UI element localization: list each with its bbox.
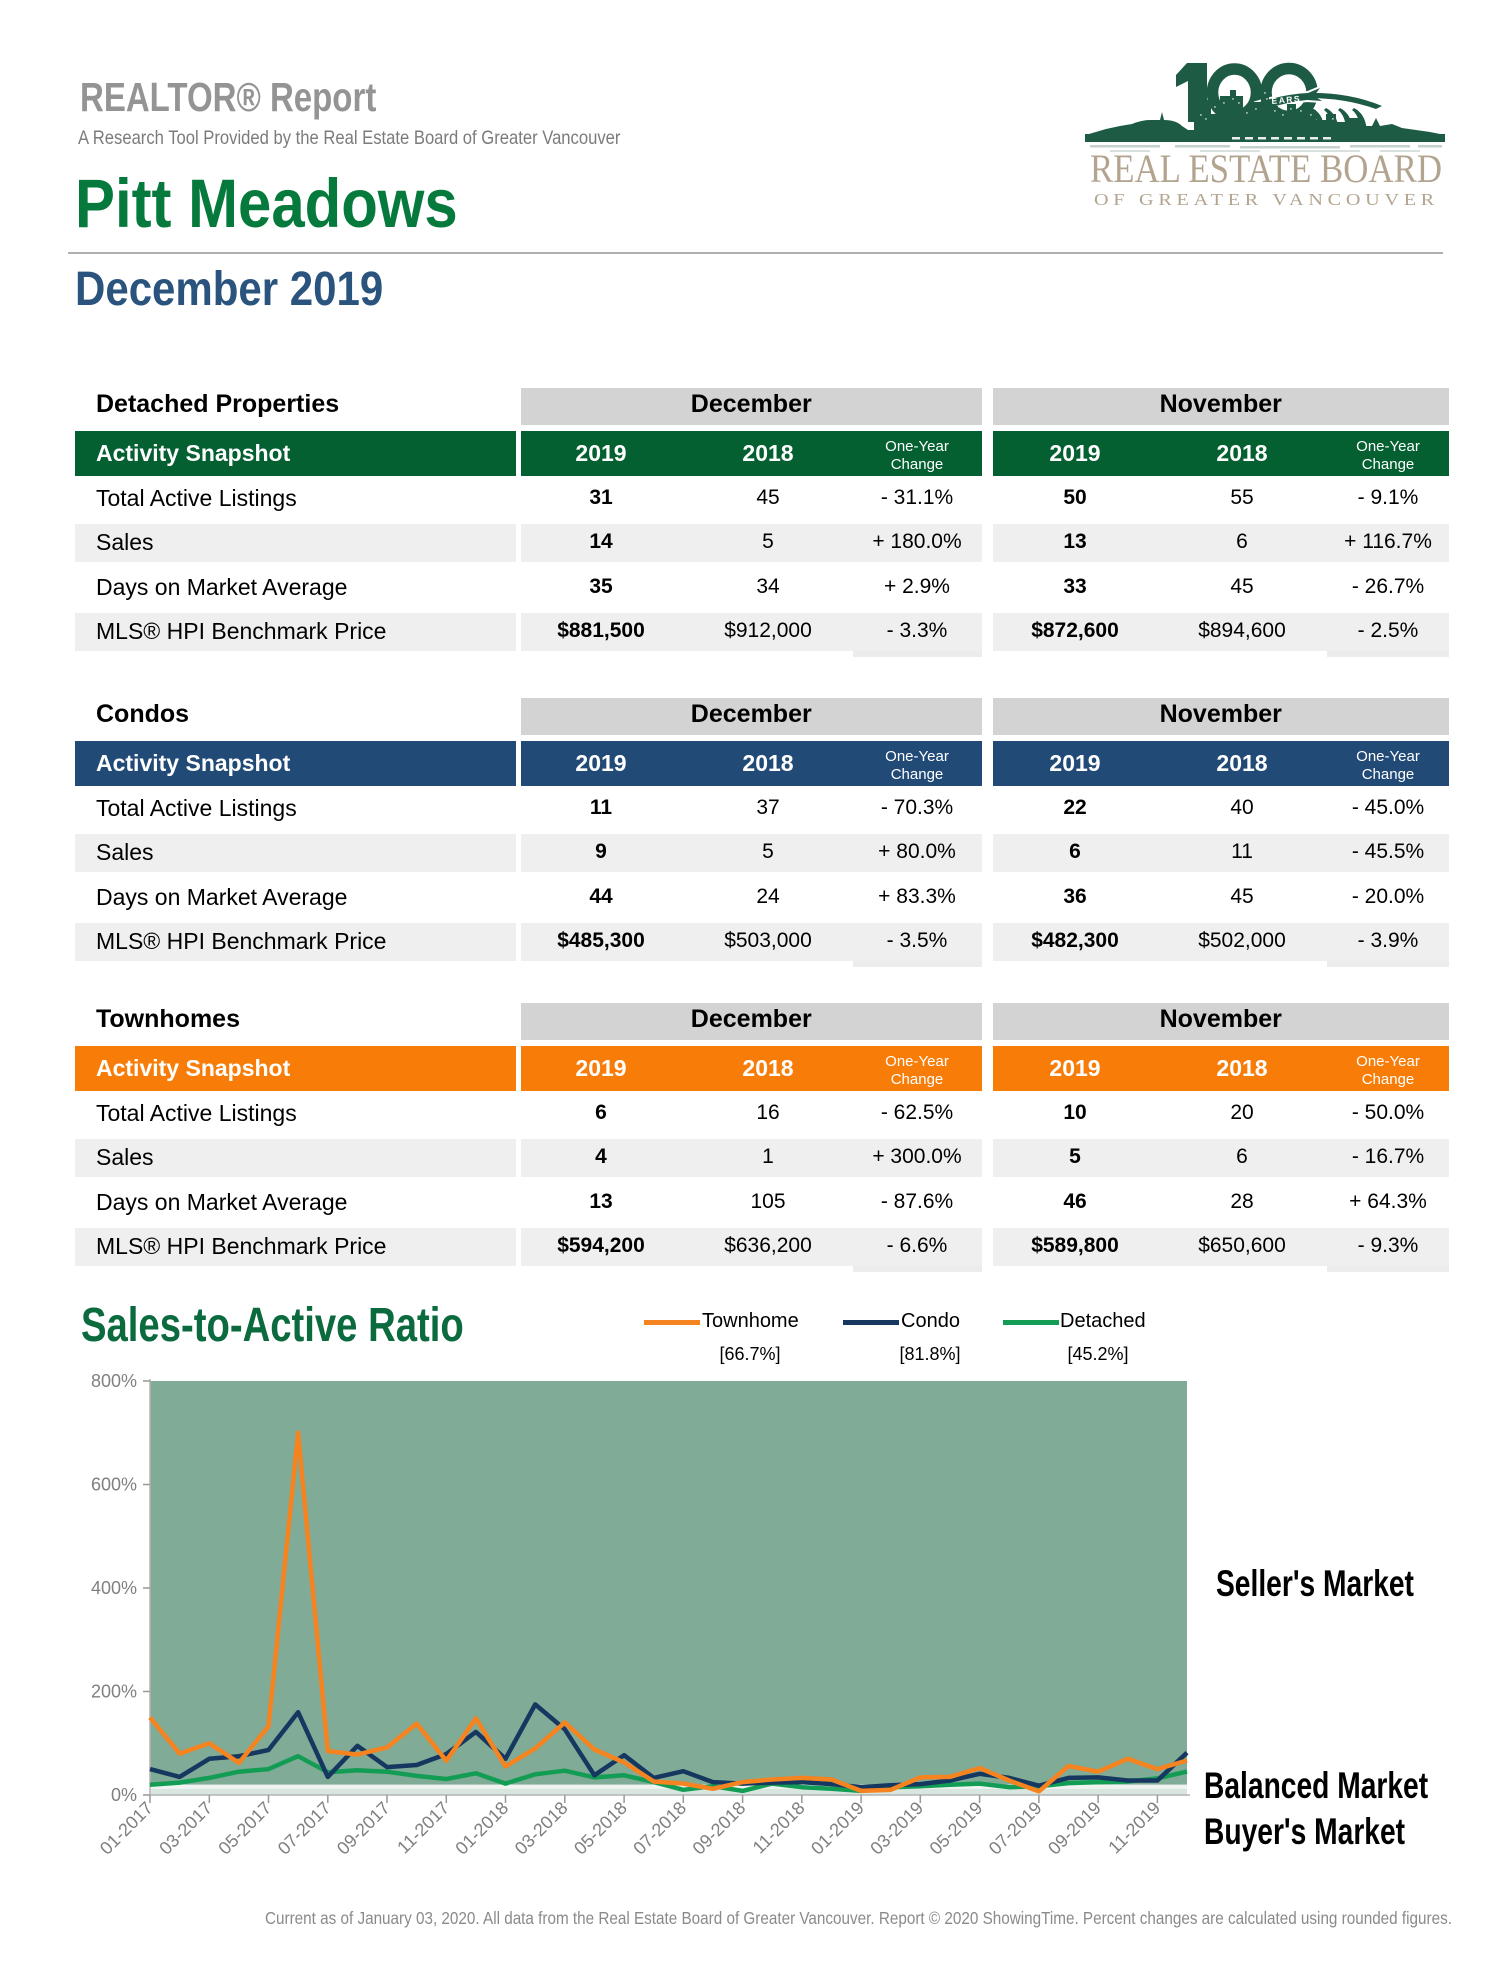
svg-text:09-2019: 09-2019 xyxy=(1044,1798,1105,1859)
svg-text:03-2019: 03-2019 xyxy=(866,1798,927,1859)
svg-text:03-2017: 03-2017 xyxy=(155,1798,216,1859)
svg-text:09-2017: 09-2017 xyxy=(333,1798,394,1859)
svg-text:OF GREATER VANCOUVER: OF GREATER VANCOUVER xyxy=(1094,190,1439,209)
svg-text:01-2018: 01-2018 xyxy=(451,1798,512,1859)
svg-text:07-2018: 07-2018 xyxy=(629,1798,690,1859)
svg-text:400%: 400% xyxy=(91,1578,137,1598)
svg-text:01-2019: 01-2019 xyxy=(807,1798,868,1859)
svg-text:REAL ESTATE BOARD: REAL ESTATE BOARD xyxy=(1090,146,1442,191)
svg-text:09-2018: 09-2018 xyxy=(689,1798,750,1859)
svg-text:600%: 600% xyxy=(91,1475,137,1495)
svg-text:05-2018: 05-2018 xyxy=(570,1798,631,1859)
svg-text:05-2017: 05-2017 xyxy=(214,1798,275,1859)
svg-text:200%: 200% xyxy=(91,1682,137,1702)
svg-text:05-2019: 05-2019 xyxy=(926,1798,987,1859)
svg-text:YEARS: YEARS xyxy=(1264,93,1302,106)
svg-text:07-2019: 07-2019 xyxy=(985,1798,1046,1859)
svg-text:11-2018: 11-2018 xyxy=(749,1798,809,1858)
svg-text:03-2018: 03-2018 xyxy=(511,1798,572,1859)
svg-text:11-2019: 11-2019 xyxy=(1104,1798,1164,1858)
svg-text:11-2017: 11-2017 xyxy=(393,1798,453,1858)
svg-text:07-2017: 07-2017 xyxy=(274,1798,335,1859)
svg-text:800%: 800% xyxy=(91,1371,137,1391)
svg-text:01-2017: 01-2017 xyxy=(96,1798,157,1859)
svg-text:0%: 0% xyxy=(111,1785,137,1805)
